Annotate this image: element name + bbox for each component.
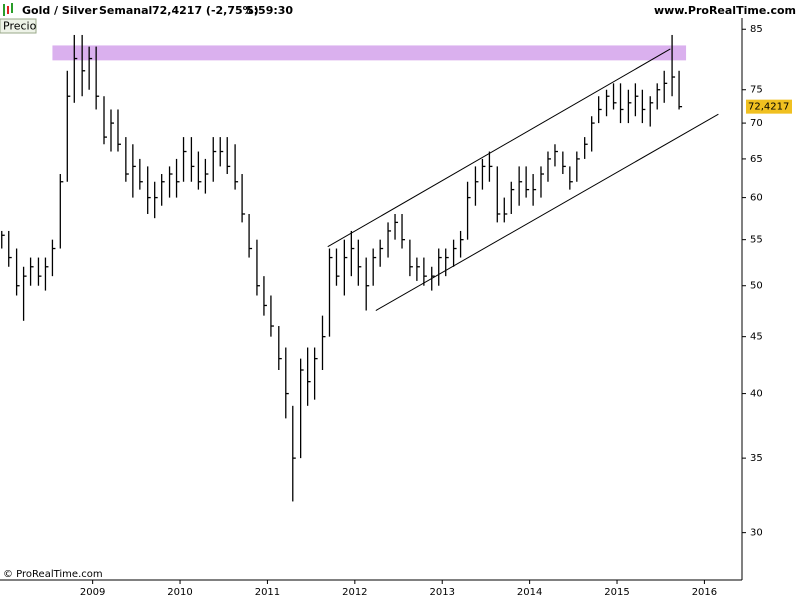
y-tick-label: 55	[750, 235, 763, 246]
time: 5:59:30	[246, 4, 293, 17]
y-tick-label: 65	[750, 154, 763, 165]
resistance-zone	[52, 45, 687, 61]
panel-label: Precio	[3, 20, 37, 33]
x-tick-label: 2013	[430, 587, 455, 598]
source: www.ProRealTime.com	[654, 4, 796, 17]
copyright: © ProRealTime.com	[3, 569, 103, 580]
quote: 72,4217 (-2,75%)	[152, 4, 259, 17]
y-tick-label: 35	[750, 453, 763, 464]
x-tick-label: 2009	[80, 587, 105, 598]
x-tick-label: 2012	[342, 587, 367, 598]
price-bars	[1, 34, 683, 502]
last-price-label: 72,4217	[748, 102, 789, 113]
last-price-box	[746, 99, 792, 114]
channel-line	[375, 113, 719, 311]
x-tick-label: 2016	[692, 587, 717, 598]
y-tick-label: 75	[750, 85, 763, 96]
panel-label-box	[0, 18, 37, 34]
y-tick-label: 60	[750, 193, 763, 204]
y-tick-label: 45	[750, 332, 763, 343]
y-tick-label: 30	[750, 528, 763, 539]
y-tick-label: 70	[750, 118, 763, 129]
x-tick-label: 2014	[517, 587, 542, 598]
y-tick-label: 50	[750, 281, 763, 292]
header-icon	[3, 3, 13, 16]
channel-line	[327, 48, 671, 248]
period: Semanal	[99, 4, 152, 17]
y-tick-label: 85	[750, 24, 763, 35]
x-tick-label: 2015	[604, 587, 629, 598]
y-tick-label: 40	[750, 389, 763, 400]
x-tick-label: 2011	[255, 587, 280, 598]
x-tick-label: 2010	[167, 587, 192, 598]
title: Gold / Silver	[22, 4, 98, 17]
